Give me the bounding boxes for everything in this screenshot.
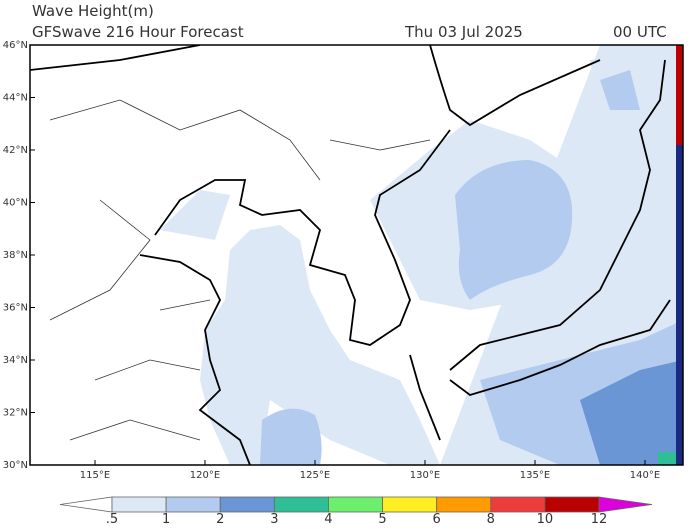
colorbar-low — [59, 496, 113, 513]
colorbar: .5 1 2 3 4 5 6 8 10 12 — [59, 496, 653, 527]
subtitle: GFSwave 216 Hour Forecast — [32, 23, 244, 41]
lat-label: 46°N — [3, 40, 28, 51]
colorbar-high — [598, 496, 653, 513]
colorbar-segment — [111, 496, 167, 513]
coastline — [30, 45, 671, 465]
colorbar-segment — [382, 496, 438, 513]
lon-label: 125°E — [300, 470, 330, 481]
lon-label: 130°E — [410, 470, 440, 481]
time: 00 UTC — [613, 23, 667, 41]
lat-label: 30°N — [3, 460, 28, 471]
colorbar-label: 10 — [537, 512, 554, 525]
colorbar-label: 12 — [591, 512, 608, 525]
edge-navy — [676, 145, 683, 465]
title: Wave Height(m) — [32, 2, 154, 20]
borders — [49, 99, 431, 441]
colorbar-label: 1 — [162, 512, 170, 525]
lat-label: 34°N — [3, 355, 28, 366]
colorbar-label: 5 — [378, 512, 386, 525]
sea-medium — [260, 70, 683, 465]
colorbar-segment — [328, 496, 383, 513]
colorbar-segment — [544, 496, 600, 513]
edge-green — [658, 452, 676, 465]
colorbar-label: 8 — [487, 512, 495, 525]
colorbar-label: 4 — [324, 512, 332, 525]
lon-label: 140°E — [630, 470, 660, 481]
colorbar-segment — [490, 496, 546, 513]
lat-label: 44°N — [3, 93, 28, 104]
colorbar-label: 2 — [216, 512, 224, 525]
lon-label: 135°E — [520, 470, 550, 481]
lat-label: 40°N — [3, 198, 28, 209]
colorbar-segment — [273, 496, 329, 513]
date: Thu 03 Jul 2025 — [404, 23, 523, 41]
edge-red — [676, 45, 683, 145]
lat-label: 36°N — [3, 303, 28, 314]
colorbar-label: .5 — [106, 512, 118, 525]
colorbar-segment — [436, 496, 492, 513]
colorbar-label: 3 — [270, 512, 278, 525]
sea-light — [160, 45, 683, 465]
lon-label: 120°E — [190, 470, 220, 481]
sea-dark — [580, 360, 683, 465]
lat-label: 32°N — [3, 408, 28, 419]
lat-label: 38°N — [3, 250, 28, 261]
lon-label: 115°E — [80, 470, 110, 481]
colorbar-segment — [165, 496, 221, 513]
lat-label: 42°N — [3, 145, 28, 156]
map — [29, 44, 684, 466]
colorbar-segment — [219, 496, 275, 513]
colorbar-label: 6 — [433, 512, 441, 525]
